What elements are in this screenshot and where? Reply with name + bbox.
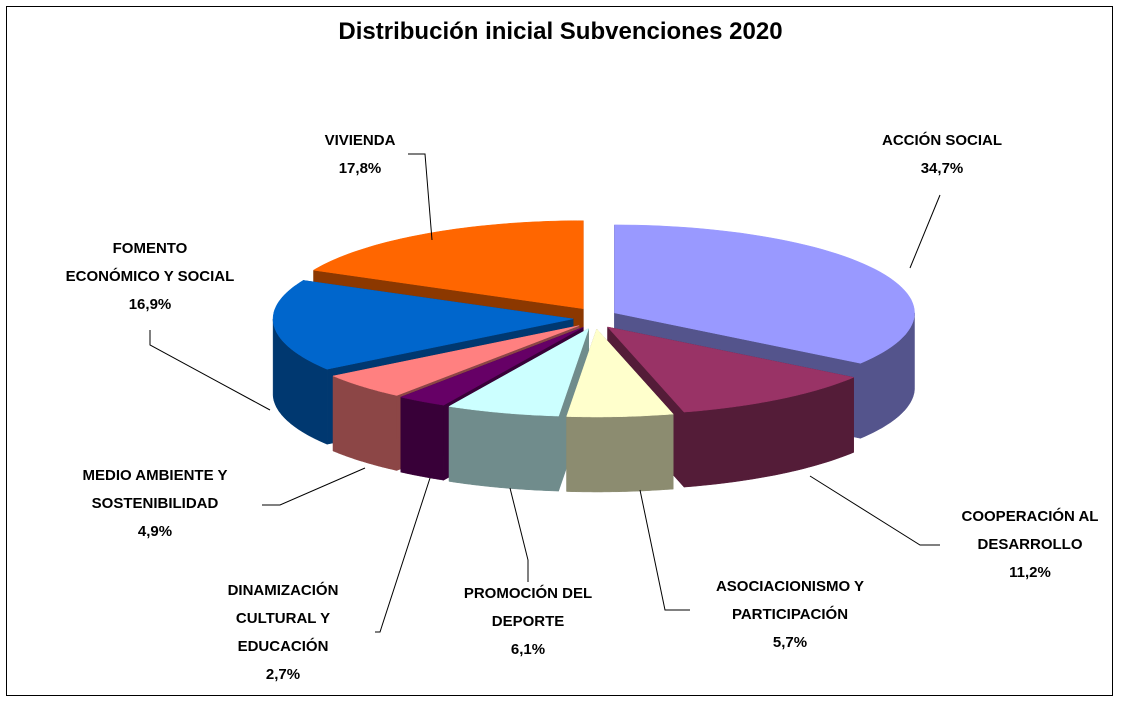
- pie-slice: [332, 325, 580, 396]
- leader-line: [639, 489, 690, 611]
- pie-slice: [566, 328, 674, 418]
- pie-slice: [614, 224, 915, 364]
- slice-wall: [400, 396, 444, 481]
- slice-value-label: 5,7%: [772, 634, 808, 651]
- slice-wall: [566, 413, 674, 493]
- slice-label: COOPERACIÓN AL DESARROLLO: [961, 508, 1099, 553]
- pie-slice: [400, 327, 584, 406]
- chart-border: [6, 6, 1113, 696]
- slice-value-label: 6,1%: [510, 641, 546, 658]
- slice-wall: [448, 406, 559, 492]
- chart-title: Distribución inicial Subvenciones 2020: [338, 18, 783, 45]
- slice-label: ASOCIACIONISMO Y PARTICIPACIÓN: [715, 578, 865, 623]
- pie-slice: [272, 280, 574, 370]
- slice-label: MEDIO AMBIENTE Y SOSTENIBILIDAD: [82, 467, 228, 512]
- leader-line: [909, 194, 941, 269]
- slice-value-label: 2,7%: [265, 666, 301, 683]
- slice-value-label: 34,7%: [920, 160, 964, 177]
- leader-line: [509, 487, 529, 582]
- slice-value-label: 11,2%: [1009, 564, 1051, 581]
- pie-slice: [448, 327, 590, 417]
- slice-value-label: 16,9%: [128, 296, 172, 313]
- slice-label: DINAMIZACIÓN CULTURAL Y EDUCACIÓN: [227, 582, 339, 655]
- pie-slice: [312, 220, 584, 309]
- slice-label: FOMENTO ECONÓMICO Y SOCIAL: [65, 240, 235, 285]
- slice-value-label: 17,8%: [338, 160, 382, 177]
- slice-label: PROMOCIÓN DEL DEPORTE: [463, 585, 593, 630]
- slice-value-label: 4,9%: [137, 523, 173, 540]
- slice-label: VIVIENDA: [324, 132, 396, 149]
- pie-slice: [606, 326, 855, 413]
- leader-line: [408, 153, 433, 241]
- leader-line: [262, 467, 366, 506]
- leader-line: [809, 475, 940, 546]
- slice-label: ACCIÓN SOCIAL: [882, 132, 1002, 149]
- leader-line: [375, 477, 431, 633]
- leader-line: [149, 330, 271, 411]
